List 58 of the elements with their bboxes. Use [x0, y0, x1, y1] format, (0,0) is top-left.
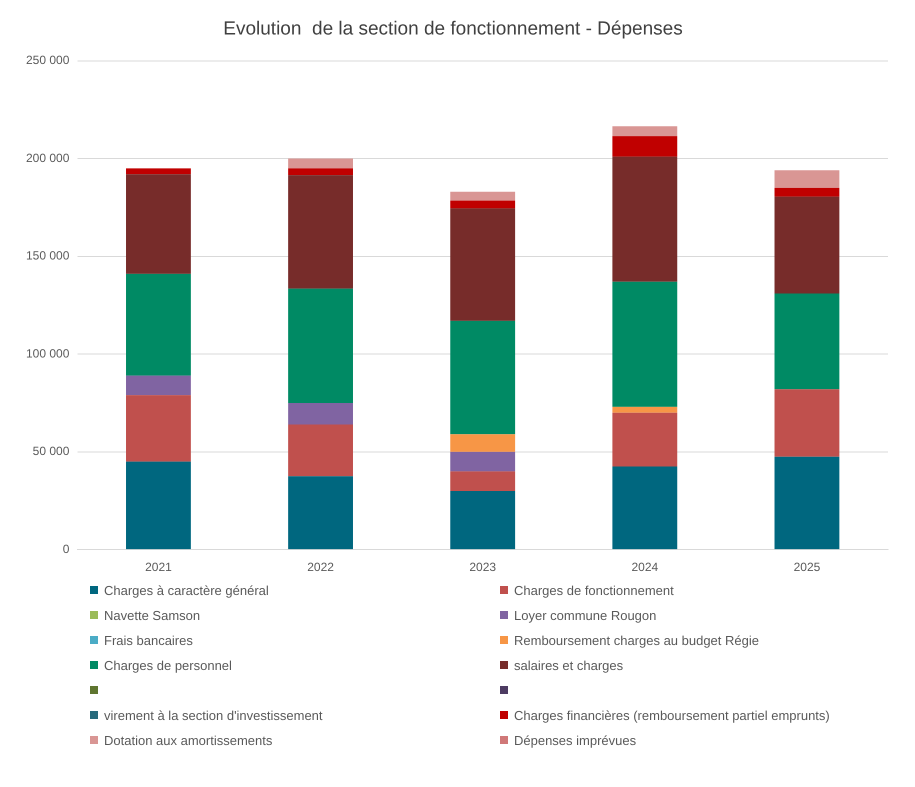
x-tick-label: 2023	[469, 560, 496, 574]
bar	[126, 376, 191, 396]
bar	[450, 192, 516, 201]
bar	[774, 293, 840, 390]
bar	[288, 168, 353, 176]
legend-label: Loyer commune Rougon	[514, 608, 656, 622]
legend-label: salaires et charges	[514, 658, 624, 672]
bar	[612, 136, 678, 157]
bar	[612, 412, 678, 467]
legend-label: Charges de fonctionnement	[514, 582, 674, 598]
bar	[612, 126, 678, 136]
y-tick-label: 100 000	[26, 346, 70, 360]
legend-label: Remboursement charges au budget Régie	[514, 632, 759, 648]
y-tick-label: 50 000	[32, 444, 70, 458]
bar	[126, 462, 191, 550]
bar	[126, 395, 191, 462]
bar	[126, 168, 191, 174]
legend-label: virement à la section d'investissement	[104, 708, 323, 722]
bar	[126, 274, 191, 376]
legend-label: Dépenses imprévues	[514, 732, 636, 748]
bar	[774, 456, 840, 550]
legend-label: Charges financières (remboursement partiel emprunts)	[514, 708, 830, 722]
legend-label: Charges de personnel	[104, 658, 232, 672]
y-tick-label: 150 000	[26, 248, 70, 263]
bar	[288, 424, 353, 476]
x-tick-label: 2021	[145, 560, 172, 574]
bar	[612, 466, 678, 550]
bar	[288, 175, 353, 289]
bar	[450, 208, 516, 321]
legend-label: Dotation aux amortissements	[104, 732, 272, 748]
bar	[612, 282, 678, 407]
bar	[774, 196, 840, 294]
chart-title: Evolution de la section de fonctionnement - Dépenses	[223, 18, 683, 40]
bar	[450, 471, 516, 491]
bar	[288, 402, 353, 424]
y-tick-label: 250 000	[26, 53, 70, 68]
bar	[450, 200, 516, 208]
bar	[774, 188, 840, 197]
bar	[288, 476, 353, 550]
bar	[126, 174, 191, 274]
bar	[612, 406, 678, 413]
bar	[450, 490, 516, 550]
bar	[450, 320, 516, 434]
bar	[774, 170, 840, 188]
x-tick-label: 2025	[794, 560, 821, 574]
bar	[288, 158, 353, 168]
bar	[774, 389, 840, 457]
y-tick-label: 0	[62, 542, 70, 556]
bar	[450, 434, 516, 452]
legend-label: Charges à caractère général	[104, 582, 269, 598]
x-tick-label: 2024	[631, 560, 658, 574]
legend-label: Frais bancaires	[104, 632, 193, 648]
x-tick-label: 2022	[307, 560, 334, 574]
bar	[288, 288, 353, 403]
legend-label: Navette Samson	[104, 608, 200, 622]
bar	[450, 452, 516, 472]
bar	[612, 156, 678, 282]
y-tick-label: 200 000	[26, 150, 70, 165]
